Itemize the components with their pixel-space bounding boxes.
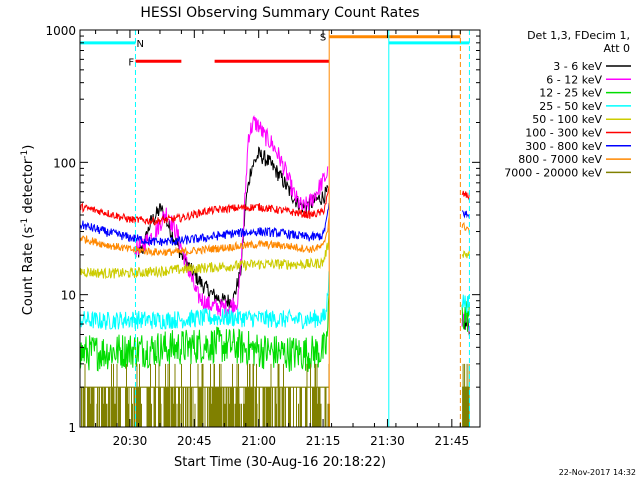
x-tick-label: 20:45 [177,434,212,448]
legend-header: Det 1,3, FDecim 1, [527,29,630,42]
axes: 20:30 20:45 21:00 21:15 21:30 21:45 1 10 100 1000 [45,24,480,448]
y-tick-label: 1 [68,421,76,435]
y-tick-label: 10 [61,289,76,303]
series-line [79,271,330,330]
legend-entry-label: 800 - 7000 keV [518,153,602,166]
instrument-flags: NF S [80,33,470,68]
legend-entry-label: 25 - 50 keV [539,100,602,113]
y-axis-label: Count Rate (s-1 detector-1) [20,145,36,316]
series-7000-20000-kev [80,363,470,427]
legend-entry-label: 50 - 100 keV [532,113,602,126]
series-line [79,217,330,257]
series-line [461,190,470,201]
legend-entry-label: 12 - 25 keV [539,87,602,100]
series-50-100-kev [79,228,470,280]
series-300-800-kev [79,202,470,247]
series-25-50-kev [79,271,470,330]
series-100-300-kev [79,186,470,226]
series-line [461,221,470,234]
x-tick-label: 21:15 [306,434,341,448]
series-line [81,363,330,427]
series-line [462,210,470,219]
series-line [461,294,470,314]
series-lines [79,115,470,427]
y-tick-label: 1000 [45,24,76,38]
x-tick-label: 20:30 [113,434,148,448]
series-line [461,300,470,332]
y-tick-label: 100 [53,156,76,170]
series-line [79,228,330,280]
legend-entry-label: 7000 - 20000 keV [504,166,602,179]
footer-date: 22-Nov-2017 14:32 [559,468,636,477]
series-12-25-kev [79,294,470,372]
series-line [79,186,330,226]
x-tick-label: 21:30 [370,434,405,448]
flag-label: N [136,39,143,50]
plot-frame [79,29,481,428]
series-line [79,202,330,247]
series-line [461,250,470,259]
legend-entry-label: 100 - 300 keV [525,127,602,140]
series-line [79,294,330,372]
legend-entry-label: 3 - 6 keV [553,60,602,73]
chart-title: HESSI Observing Summary Count Rates [140,5,419,21]
x-axis-label: Start Time (30-Aug-16 20:18:22) [174,455,386,470]
legend-entry-label: 6 - 12 keV [546,73,602,86]
x-tick-label: 21:45 [435,434,470,448]
flag-label: S [320,33,326,44]
series-800-7000-kev [79,217,470,257]
series-line [462,363,470,427]
x-tick-label: 21:00 [241,434,276,448]
flag-label: F [128,57,134,68]
legend-entry-label: 300 - 800 keV [525,140,602,153]
legend-header: Att 0 [604,42,630,55]
